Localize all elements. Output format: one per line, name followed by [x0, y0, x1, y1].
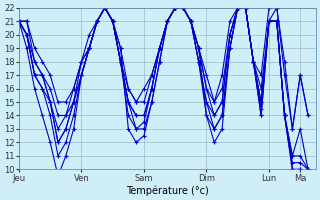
X-axis label: Température (°c): Température (°c): [126, 185, 209, 196]
